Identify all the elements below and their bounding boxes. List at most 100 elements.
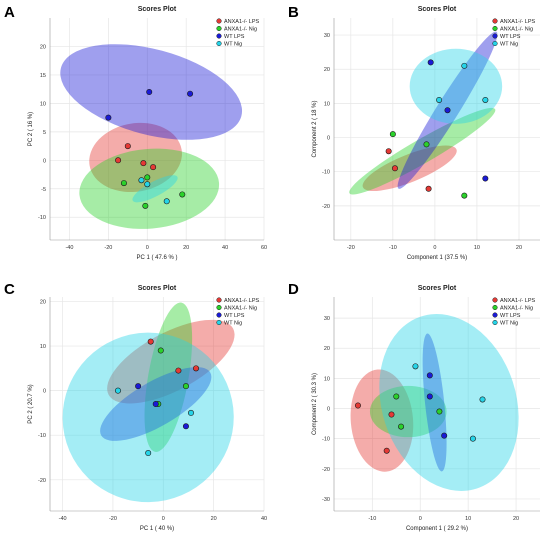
legend-marker-wt-lps xyxy=(216,33,222,39)
legend-marker-anxa1-nig xyxy=(492,304,498,311)
x-tick-label: -20 xyxy=(109,516,117,522)
point-wt-lps xyxy=(182,423,189,430)
chart-title: Scores Plot xyxy=(138,285,177,292)
point-wt-lps xyxy=(105,114,112,121)
y-tick-label: -10 xyxy=(322,437,330,443)
x-tick-label: 20 xyxy=(513,516,519,522)
y-tick-label: 30 xyxy=(324,33,330,39)
legend-label-anxa1-nig: ANXA1-/- Nig xyxy=(500,27,533,33)
ellipse-anxa1-nig xyxy=(349,107,496,195)
y-axis-label: PC 2 ( 16 %) xyxy=(28,112,34,146)
y-tick-label: -20 xyxy=(322,204,330,210)
y-axis-label: PC 2 ( 20.7 %) xyxy=(28,384,34,423)
legend-marker-wt-lps xyxy=(492,312,498,318)
scores-plot-c: Scores Plot -40 -20 0 20 40 -20 -10 0 10 20 PC 1 ( … xyxy=(28,285,267,532)
y-tick-label: 0 xyxy=(327,136,330,142)
x-tick-label: -20 xyxy=(104,245,112,251)
x-tick-label: -10 xyxy=(368,516,376,522)
data-points xyxy=(105,89,194,209)
point-wt-lps xyxy=(152,401,159,408)
point-wt-nig xyxy=(461,62,468,69)
grid xyxy=(50,297,265,511)
scores-plot-b: Scores Plot -20 -10 0 10 20 -20 -10 0 10 20 30 Compo… xyxy=(312,6,540,261)
x-axis-label: Component 1 (37.5 %) xyxy=(407,255,467,261)
point-anxa1-nig xyxy=(144,174,151,181)
point-anxa1-nig xyxy=(120,180,127,187)
point-wt-nig xyxy=(163,198,170,205)
confidence-ellipses xyxy=(350,314,519,491)
legend-label-wt-nig: WT Nig xyxy=(500,321,518,327)
confidence-ellipses xyxy=(349,31,503,195)
chart-title: Scores Plot xyxy=(418,6,457,13)
panel-d: D Scores Plot -10 0 10 20 -30 -20 -10 0 10 20 30 Com… xyxy=(274,275,548,550)
point-anxa1-nig xyxy=(389,131,396,138)
point-anxa1-nig xyxy=(436,408,443,415)
ellipse-anxa1-lps xyxy=(89,122,182,193)
x-tick-label: 0 xyxy=(162,516,165,522)
legend-label-anxa1-nig: ANXA1-/- Nig xyxy=(224,306,257,312)
x-tick-label: 20 xyxy=(183,245,189,251)
y-tick-label: 20 xyxy=(324,67,330,73)
point-anxa1-lps xyxy=(147,338,154,345)
point-wt-lps xyxy=(444,107,451,114)
y-axis-label: Component 2 ( 18 %) xyxy=(312,100,318,157)
grid xyxy=(334,297,540,511)
x-axis-label: PC 1 ( 40 %) xyxy=(140,526,174,532)
legend-label-anxa1-lps: ANXA1-/- LPS xyxy=(224,19,259,25)
y-tick-label: 30 xyxy=(324,316,330,322)
data-points xyxy=(385,59,489,199)
point-anxa1-lps xyxy=(140,160,147,167)
x-axis-label: PC 1 ( 47.6 % ) xyxy=(136,255,177,261)
y-tick-label: 10 xyxy=(324,376,330,382)
y-tick-label: -30 xyxy=(322,497,330,503)
point-anxa1-nig xyxy=(179,191,186,198)
ellipse-anxa1-nig xyxy=(79,148,220,229)
ellipse-anxa1-nig xyxy=(144,302,193,452)
point-anxa1-lps xyxy=(385,148,392,155)
point-wt-nig xyxy=(479,396,486,403)
legend-marker-anxa1-lps xyxy=(492,297,498,303)
point-wt-lps xyxy=(427,59,434,66)
scores-plot-a: Scores Plot -40 -20 0 20 40 60 -10 -5 0 5 10 15 20 PC … xyxy=(28,6,267,261)
point-anxa1-lps xyxy=(391,165,398,172)
point-wt-nig xyxy=(144,181,151,188)
point-wt-nig xyxy=(436,96,443,103)
panel-c: C Scores Plot -40 -20 0 20 40 -20 -10 0 10 20 PC 1 … xyxy=(0,275,274,550)
data-points xyxy=(354,363,486,454)
ellipse-anxa1-lps xyxy=(362,145,457,192)
point-wt-lps xyxy=(426,393,433,400)
legend-marker-wt-lps xyxy=(492,33,498,39)
y-tick-label: 15 xyxy=(40,73,46,79)
legend-label-wt-lps: WT LPS xyxy=(224,34,245,40)
y-tick-label: -10 xyxy=(38,433,46,439)
legend-label-wt-nig: WT Nig xyxy=(224,42,242,48)
x-tick-label: -40 xyxy=(59,516,67,522)
x-tick-label: 40 xyxy=(222,245,228,251)
legend-label-anxa1-nig: ANXA1-/- Nig xyxy=(500,306,533,312)
y-tick-label: -20 xyxy=(38,478,46,484)
grid xyxy=(50,18,265,240)
legend-label-anxa1-lps: ANXA1-/- LPS xyxy=(500,298,535,304)
ellipse-wt-nig xyxy=(132,175,178,203)
y-tick-label: 20 xyxy=(40,44,46,50)
panel-letter-b: B xyxy=(288,4,299,21)
legend-label-anxa1-lps: ANXA1-/- LPS xyxy=(500,19,535,25)
point-anxa1-lps xyxy=(383,447,390,454)
point-anxa1-lps xyxy=(124,143,131,150)
point-wt-nig xyxy=(187,409,194,416)
y-tick-label: 10 xyxy=(40,101,46,107)
panel-letter-a: A xyxy=(4,4,15,21)
point-anxa1-lps xyxy=(354,402,361,409)
point-wt-nig xyxy=(145,450,152,457)
x-tick-label: 20 xyxy=(516,245,522,251)
data-points xyxy=(114,338,200,457)
y-tick-label: 0 xyxy=(43,158,46,164)
legend-marker-wt-nig xyxy=(216,40,222,47)
point-wt-lps xyxy=(426,372,433,379)
legend-label-wt-nig: WT Nig xyxy=(224,321,242,327)
legend-marker-wt-lps xyxy=(216,312,222,318)
point-wt-lps xyxy=(482,175,489,182)
point-wt-lps xyxy=(135,383,142,390)
legend-marker-wt-nig xyxy=(216,319,222,326)
legend-label-anxa1-lps: ANXA1-/- LPS xyxy=(224,298,259,304)
